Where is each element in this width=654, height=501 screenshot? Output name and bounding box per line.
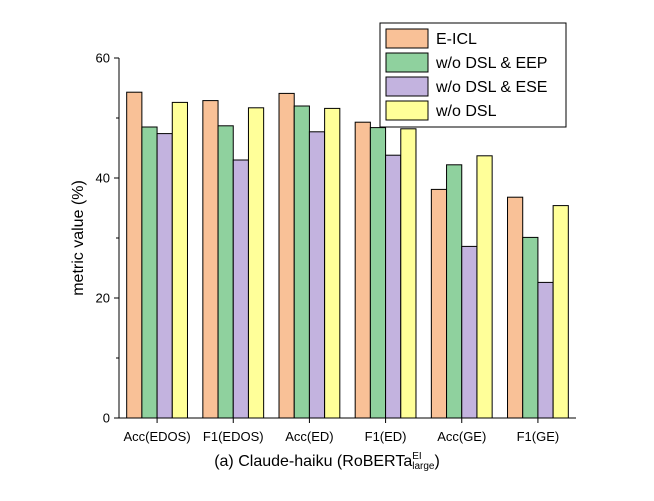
bar-acc-edos--series-2 — [156, 133, 173, 419]
bar-f1-edos--series-3 — [247, 107, 265, 419]
legend-label: w/o DSL & EEP — [435, 55, 547, 72]
bar-f1-ge--series-2 — [537, 281, 554, 419]
bars-layer — [126, 91, 569, 419]
x-tick-label: F1(ED) — [365, 429, 407, 444]
caption-suffix: ) — [434, 453, 440, 471]
x-tick-label: F1(EDOS) — [203, 429, 264, 444]
caption-sub: large — [412, 461, 435, 472]
axes-layer: 0 20 40 60 Acc(EDOS) F1(EDOS) Acc(ED) F1(ED) Acc… — [70, 51, 576, 444]
legend: E-ICL w/o DSL & EEP w/o DSL & ESE w/o DSL — [379, 22, 567, 128]
bar-acc-edos--series-0 — [126, 91, 143, 419]
bar-f1-ed--series-1 — [369, 127, 387, 419]
bar-acc-edos--series-3 — [171, 101, 188, 419]
legend-swatch — [385, 52, 429, 73]
x-tick-label: Acc(ED) — [285, 429, 333, 444]
legend-swatch — [385, 28, 429, 49]
bar-acc-ge--series-0 — [430, 188, 448, 419]
legend-swatch — [385, 76, 429, 97]
bar-acc-ge--series-2 — [461, 245, 478, 419]
y-tick-label: 40 — [96, 171, 110, 186]
bar-f1-ed--series-3 — [400, 128, 417, 419]
bar-f1-ed--series-0 — [354, 121, 371, 419]
bar-acc-ge--series-1 — [446, 164, 463, 419]
bar-f1-edos--series-1 — [217, 125, 234, 419]
bar-acc-ed--series-1 — [293, 105, 310, 419]
legend-swatch — [385, 100, 429, 121]
y-tick-label: 60 — [96, 51, 110, 66]
y-axis-label: metric value (%) — [70, 180, 87, 296]
bar-acc-ge--series-3 — [476, 155, 493, 419]
bar-f1-ge--series-1 — [522, 236, 539, 419]
x-tick-label: F1(GE) — [517, 429, 560, 444]
y-tick-label: 0 — [103, 411, 110, 426]
legend-label: w/o DSL — [435, 103, 497, 120]
x-tick-label: Acc(EDOS) — [123, 429, 190, 444]
bar-f1-edos--series-0 — [202, 100, 219, 419]
bar-acc-ed--series-0 — [278, 92, 295, 419]
caption-prefix: (a) Claude-haiku (RoBERTa — [214, 453, 413, 471]
caption-sup: EI — [412, 451, 422, 462]
bar-f1-ed--series-2 — [385, 154, 402, 419]
caption-supsub: EI large — [412, 452, 434, 472]
legend-label: w/o DSL & ESE — [435, 79, 547, 96]
figure-caption: (a) Claude-haiku (RoBERTa EI large) — [0, 452, 654, 472]
legend-label: E-ICL — [436, 31, 477, 48]
bar-f1-ge--series-0 — [507, 196, 524, 419]
y-tick-label: 20 — [96, 291, 110, 306]
bar-acc-ed--series-3 — [324, 107, 341, 419]
bar-acc-ed--series-2 — [308, 131, 326, 419]
x-tick-label: Acc(GE) — [437, 429, 486, 444]
bar-acc-edos--series-1 — [141, 126, 158, 419]
bar-f1-ge--series-3 — [552, 205, 569, 419]
bar-f1-edos--series-2 — [232, 159, 249, 419]
